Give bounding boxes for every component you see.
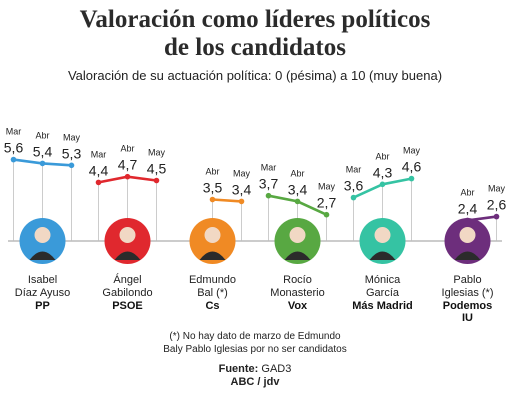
data-label: 3,7 bbox=[259, 176, 279, 192]
data-point bbox=[238, 198, 245, 205]
month-label: Mar bbox=[91, 149, 107, 159]
month-label: May bbox=[233, 168, 251, 178]
month-label: Abr bbox=[35, 130, 49, 140]
candidate-name: Bal (*) bbox=[197, 287, 228, 299]
data-label: 2,4 bbox=[458, 200, 478, 216]
portrait-body bbox=[114, 251, 141, 260]
data-point bbox=[95, 179, 102, 186]
source-value: GAD3 bbox=[261, 363, 292, 375]
data-label: 4,4 bbox=[89, 162, 109, 178]
data-label: 4,7 bbox=[118, 157, 138, 173]
candidate-name: Monasterio bbox=[270, 287, 324, 299]
data-point bbox=[408, 175, 415, 182]
data-label: 4,5 bbox=[147, 161, 167, 177]
month-label: May bbox=[403, 146, 421, 156]
chart-subtitle: Valoración de su actuación política: 0 (… bbox=[67, 68, 443, 83]
portrait-body bbox=[454, 251, 481, 260]
series-line bbox=[211, 198, 243, 203]
portrait-face bbox=[34, 227, 51, 243]
party-name: Más Madrid bbox=[352, 300, 413, 312]
data-label: 3,5 bbox=[203, 180, 223, 196]
source-line: Fuente: GAD3 bbox=[0, 362, 510, 376]
data-label: 2,7 bbox=[317, 195, 337, 211]
chart-title-line-2: de los candidatos bbox=[164, 34, 346, 61]
data-point bbox=[350, 194, 357, 201]
data-point bbox=[124, 173, 131, 180]
portrait-face bbox=[459, 227, 476, 243]
candidate-name: Edmundo bbox=[189, 274, 236, 286]
portrait-face bbox=[374, 227, 391, 243]
portrait-face bbox=[119, 227, 136, 243]
party-name: Cs bbox=[205, 300, 219, 312]
portrait-face bbox=[289, 227, 306, 243]
candidate-name: Isabel bbox=[28, 274, 57, 286]
month-label: May bbox=[63, 132, 81, 142]
candidate-name: Ángel bbox=[113, 273, 141, 286]
portrait-body bbox=[199, 251, 226, 260]
data-point bbox=[265, 192, 272, 199]
data-point bbox=[209, 196, 216, 203]
month-label: Mar bbox=[6, 127, 22, 137]
portrait-body bbox=[284, 251, 311, 260]
month-label: Abr bbox=[460, 187, 474, 197]
credit-line: ABC / jdv bbox=[230, 376, 280, 388]
candidate-name: Mónica bbox=[365, 274, 401, 286]
data-point bbox=[39, 160, 46, 167]
data-point bbox=[323, 211, 330, 218]
data-label: 3,6 bbox=[344, 178, 364, 194]
footnote-line-2: Baly Pablo Iglesias por no ser candidato… bbox=[163, 344, 347, 355]
data-point bbox=[294, 198, 301, 205]
data-point bbox=[68, 162, 75, 169]
data-point bbox=[493, 213, 500, 220]
source-label: Fuente: bbox=[218, 363, 259, 375]
data-point bbox=[10, 156, 17, 163]
party-name: Podemos bbox=[443, 300, 493, 312]
month-label: Mar bbox=[261, 163, 277, 173]
party-name: Vox bbox=[288, 300, 308, 312]
data-point bbox=[379, 181, 386, 188]
footnote-line-1: (*) No hay dato de marzo de Edmundo bbox=[169, 331, 341, 342]
data-label: 5,4 bbox=[33, 143, 53, 159]
month-label: May bbox=[318, 182, 336, 192]
month-label: May bbox=[148, 148, 166, 158]
portrait-body bbox=[29, 251, 56, 260]
data-label: 3,4 bbox=[288, 181, 308, 197]
party-name: PP bbox=[35, 300, 50, 312]
candidate-name: Gabilondo bbox=[102, 287, 152, 299]
month-label: Abr bbox=[290, 168, 304, 178]
party-name: IU bbox=[462, 312, 473, 324]
data-label: 4,3 bbox=[373, 164, 393, 180]
month-label: Abr bbox=[375, 151, 389, 161]
month-label: Mar bbox=[346, 165, 362, 175]
portrait-body bbox=[369, 251, 396, 260]
chart-title-line-1: Valoración como líderes políticos bbox=[79, 6, 431, 33]
data-point bbox=[153, 177, 160, 184]
data-label: 4,6 bbox=[402, 159, 422, 175]
candidate-name: Pablo bbox=[453, 274, 481, 286]
data-label: 2,6 bbox=[487, 197, 507, 213]
data-label: 5,6 bbox=[4, 140, 24, 156]
data-label: 5,3 bbox=[62, 145, 82, 161]
month-label: Abr bbox=[120, 144, 134, 154]
portrait-face bbox=[204, 227, 221, 243]
month-label: Abr bbox=[205, 167, 219, 177]
data-label: 3,4 bbox=[232, 181, 252, 197]
candidate-name: Díaz Ayuso bbox=[15, 287, 70, 299]
party-name: PSOE bbox=[112, 300, 143, 312]
month-label: May bbox=[488, 184, 506, 194]
candidate-name: Rocío bbox=[283, 274, 312, 286]
candidate-name: Iglesias (*) bbox=[442, 287, 494, 299]
candidate-name: García bbox=[366, 287, 400, 299]
